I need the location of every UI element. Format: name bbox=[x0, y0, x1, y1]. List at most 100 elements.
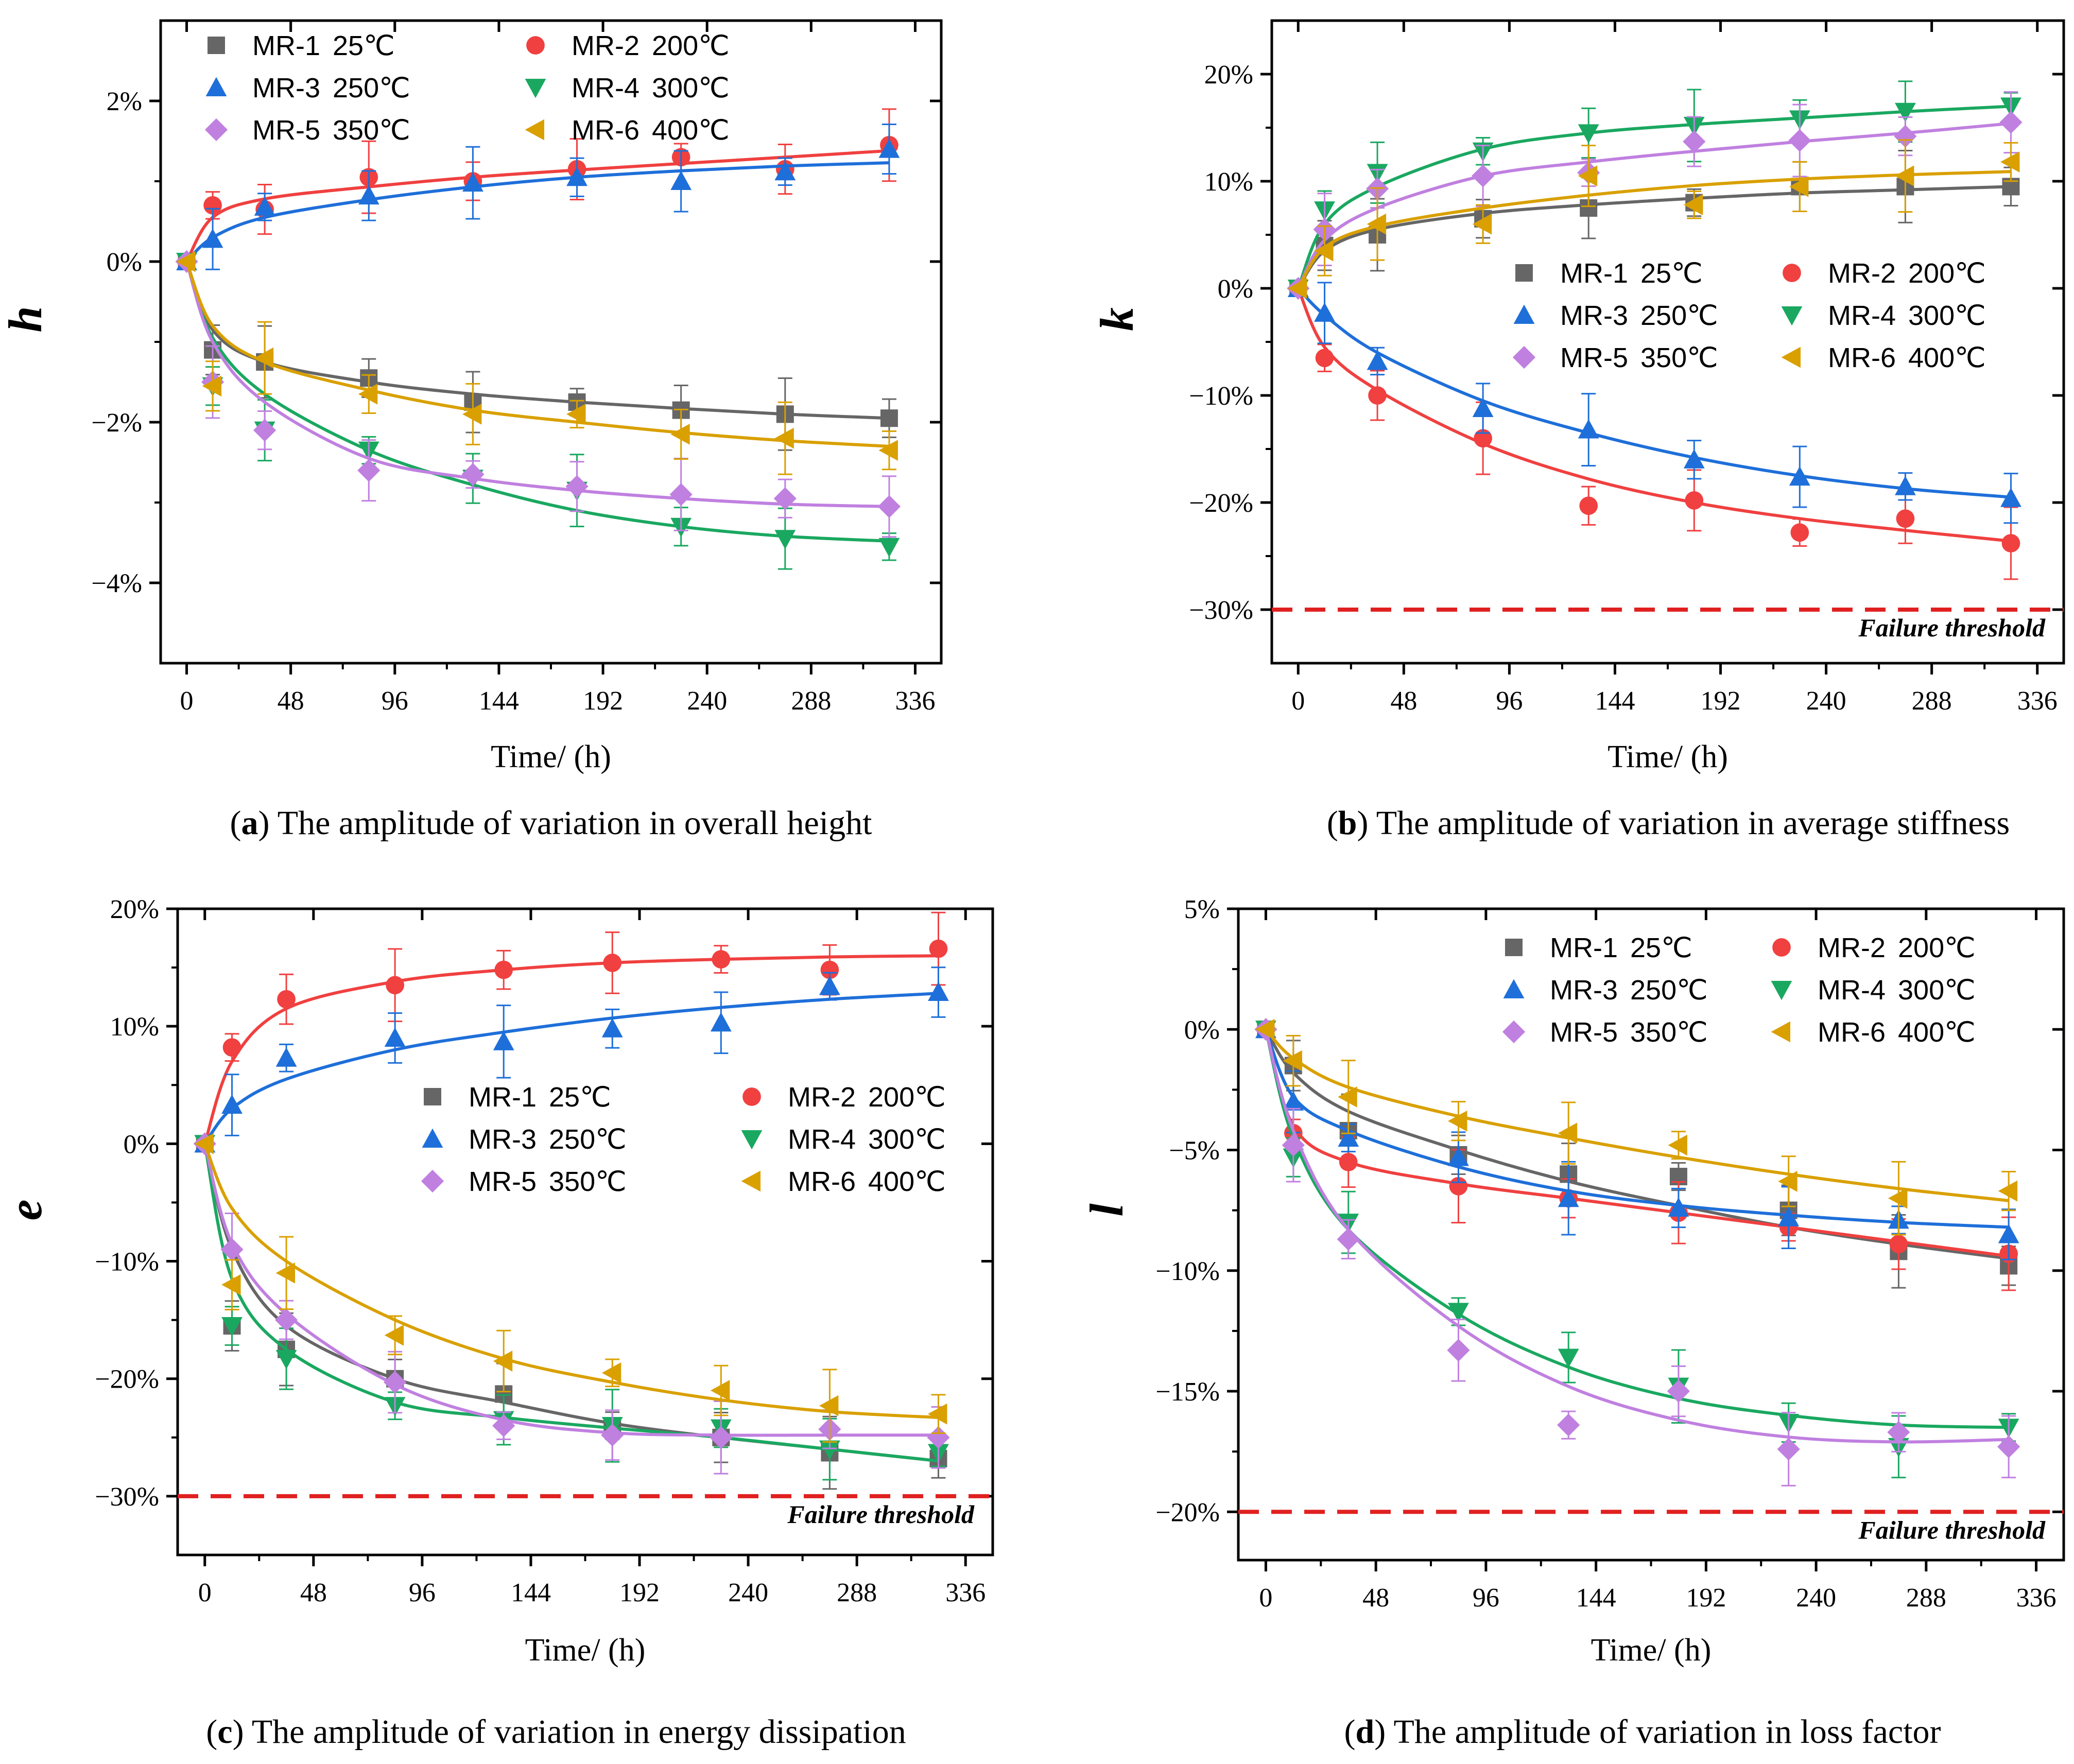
y-tick-label: −15% bbox=[1155, 1377, 1220, 1407]
data-point-MR-3 bbox=[1338, 1127, 1359, 1147]
x-tick-label: 48 bbox=[278, 686, 304, 716]
legend: MR-1 25℃ MR-2 200℃MR-3 250℃ MR-4 300℃MR-5 350℃ M… bbox=[1512, 258, 1986, 373]
plot-frame bbox=[176, 907, 994, 1557]
legend-series-id: MR-4 bbox=[788, 1124, 856, 1155]
legend-label-MR-4: MR-4 300℃ bbox=[1828, 300, 1986, 331]
y-axis-title: h bbox=[0, 306, 51, 332]
data-point-MR-3 bbox=[462, 172, 483, 192]
data-point-MR-4 bbox=[819, 1440, 840, 1460]
legend-label-MR-5: MR-5 350℃ bbox=[469, 1166, 627, 1197]
data-point-MR-5 bbox=[710, 1426, 733, 1449]
data-point-MR-6 bbox=[1683, 194, 1703, 216]
legend-marker-MR-1 bbox=[424, 1088, 441, 1105]
legend-label-MR-3: MR-3 250℃ bbox=[469, 1124, 627, 1155]
data-point-MR-2 bbox=[820, 960, 839, 979]
x-tick-label: 144 bbox=[511, 1578, 551, 1607]
data-point-MR-6 bbox=[493, 1351, 513, 1372]
data-point-MR-6 bbox=[1668, 1134, 1687, 1156]
legend-series-temp: 25℃ bbox=[333, 30, 395, 61]
failure-threshold-label: Failure threshold bbox=[1858, 613, 2046, 642]
legend-marker-MR-2 bbox=[526, 36, 545, 55]
caption-letter: d bbox=[1355, 1713, 1374, 1751]
fit-line-MR-5 bbox=[1297, 122, 2011, 289]
legend-series-id: MR-2 bbox=[788, 1082, 856, 1113]
data-point-MR-2 bbox=[222, 1038, 241, 1057]
data-point-MR-3 bbox=[1367, 351, 1388, 370]
data-point-MR-2 bbox=[603, 954, 622, 972]
data-point-MR-3 bbox=[275, 1047, 297, 1067]
legend-series-id: MR-1 bbox=[1560, 258, 1628, 289]
fit-line-MR-1 bbox=[1264, 1028, 2009, 1260]
data-point-MR-6 bbox=[384, 1324, 404, 1346]
legend-series-temp: 250℃ bbox=[1630, 975, 1708, 1006]
panel-caption: (c) The amplitude of variation in energy… bbox=[206, 1713, 906, 1751]
data-point-MR-6 bbox=[670, 424, 690, 445]
data-point-MR-4 bbox=[275, 1350, 297, 1370]
data-point-MR-2 bbox=[386, 976, 404, 995]
legend-label-MR-2: MR-2 200℃ bbox=[1828, 258, 1986, 289]
caption-letter: b bbox=[1338, 804, 1357, 842]
data-point-MR-6 bbox=[275, 1262, 296, 1284]
data-point-MR-2 bbox=[494, 960, 513, 979]
data-point-MR-5 bbox=[565, 475, 589, 498]
legend-label-MR-3: MR-3 250℃ bbox=[252, 73, 410, 103]
data-point-MR-4 bbox=[1448, 1303, 1469, 1322]
legend-label-MR-4: MR-4 300℃ bbox=[788, 1124, 946, 1155]
y-tick-label: −4% bbox=[91, 569, 142, 598]
series-MR-6 bbox=[194, 1133, 947, 1443]
data-point-MR-5 bbox=[1683, 130, 1706, 153]
legend-series-temp: 300℃ bbox=[868, 1124, 946, 1155]
x-tick-label: 144 bbox=[1595, 686, 1635, 716]
legend-marker-MR-5 bbox=[421, 1169, 444, 1193]
legend-series-id: MR-6 bbox=[1818, 1017, 1886, 1048]
data-point-MR-3 bbox=[1283, 1091, 1304, 1111]
panel-caption: (d) The amplitude of variation in loss f… bbox=[1344, 1713, 1941, 1751]
y-tick-label: 0% bbox=[1218, 274, 1253, 304]
data-point-MR-6 bbox=[358, 384, 378, 405]
legend-marker-MR-6 bbox=[741, 1170, 761, 1192]
legend-series-temp: 400℃ bbox=[652, 115, 730, 146]
series-MR-6 bbox=[1255, 1018, 2018, 1236]
series-MR-3 bbox=[176, 124, 900, 270]
legend-marker-MR-5 bbox=[204, 118, 228, 142]
legend-series-id: MR-5 bbox=[1560, 342, 1628, 373]
caption-text: The amplitude of variation in loss facto… bbox=[1386, 1713, 1941, 1751]
data-point-MR-4 bbox=[1895, 102, 1916, 123]
data-point-MR-3 bbox=[1578, 419, 1599, 439]
failure-threshold-label: Failure threshold bbox=[1858, 1515, 2046, 1544]
data-point-MR-5 bbox=[927, 1426, 950, 1449]
legend-series-id: MR-5 bbox=[252, 115, 320, 146]
series-MR-3 bbox=[1255, 1018, 2019, 1260]
data-point-MR-3 bbox=[1998, 1224, 2019, 1243]
y-tick-label: −5% bbox=[1169, 1136, 1220, 1166]
legend-label-MR-5: MR-5 350℃ bbox=[1560, 342, 1718, 373]
fit-line-MR-3 bbox=[203, 992, 939, 1145]
data-point-MR-6 bbox=[1287, 278, 1307, 299]
data-point-MR-1 bbox=[880, 409, 898, 427]
x-tick-label: 96 bbox=[409, 1578, 436, 1607]
data-point-MR-6 bbox=[254, 347, 274, 369]
x-tick-label: 288 bbox=[837, 1578, 877, 1607]
x-tick-label: 336 bbox=[2017, 686, 2058, 716]
x-tick-label: 48 bbox=[300, 1578, 327, 1607]
x-axis-title: Time/ (h) bbox=[491, 739, 611, 774]
legend-series-temp: 250℃ bbox=[333, 73, 410, 103]
data-point-MR-5 bbox=[1447, 1339, 1470, 1362]
fit-line-MR-3 bbox=[185, 161, 890, 263]
data-point-MR-2 bbox=[929, 939, 948, 958]
x-tick-label: 144 bbox=[1576, 1583, 1616, 1613]
legend-series-id: MR-6 bbox=[572, 115, 640, 146]
x-tick-label: 240 bbox=[687, 686, 727, 716]
data-point-MR-2 bbox=[1896, 509, 1915, 528]
legend-series-temp: 400℃ bbox=[1898, 1017, 1976, 1048]
legend-label-MR-6: MR-6 400℃ bbox=[788, 1166, 946, 1197]
x-tick-label: 0 bbox=[1259, 1583, 1272, 1613]
plot-frame bbox=[1270, 19, 2065, 665]
data-point-MR-6 bbox=[566, 404, 586, 425]
legend-marker-MR-2 bbox=[1783, 264, 1801, 282]
legend-series-temp: 25℃ bbox=[1640, 258, 1703, 289]
data-point-MR-3 bbox=[1683, 449, 1705, 469]
legend-series-id: MR-4 bbox=[1818, 975, 1886, 1006]
data-point-MR-3 bbox=[1789, 466, 1810, 486]
data-point-MR-6 bbox=[1895, 165, 1914, 186]
